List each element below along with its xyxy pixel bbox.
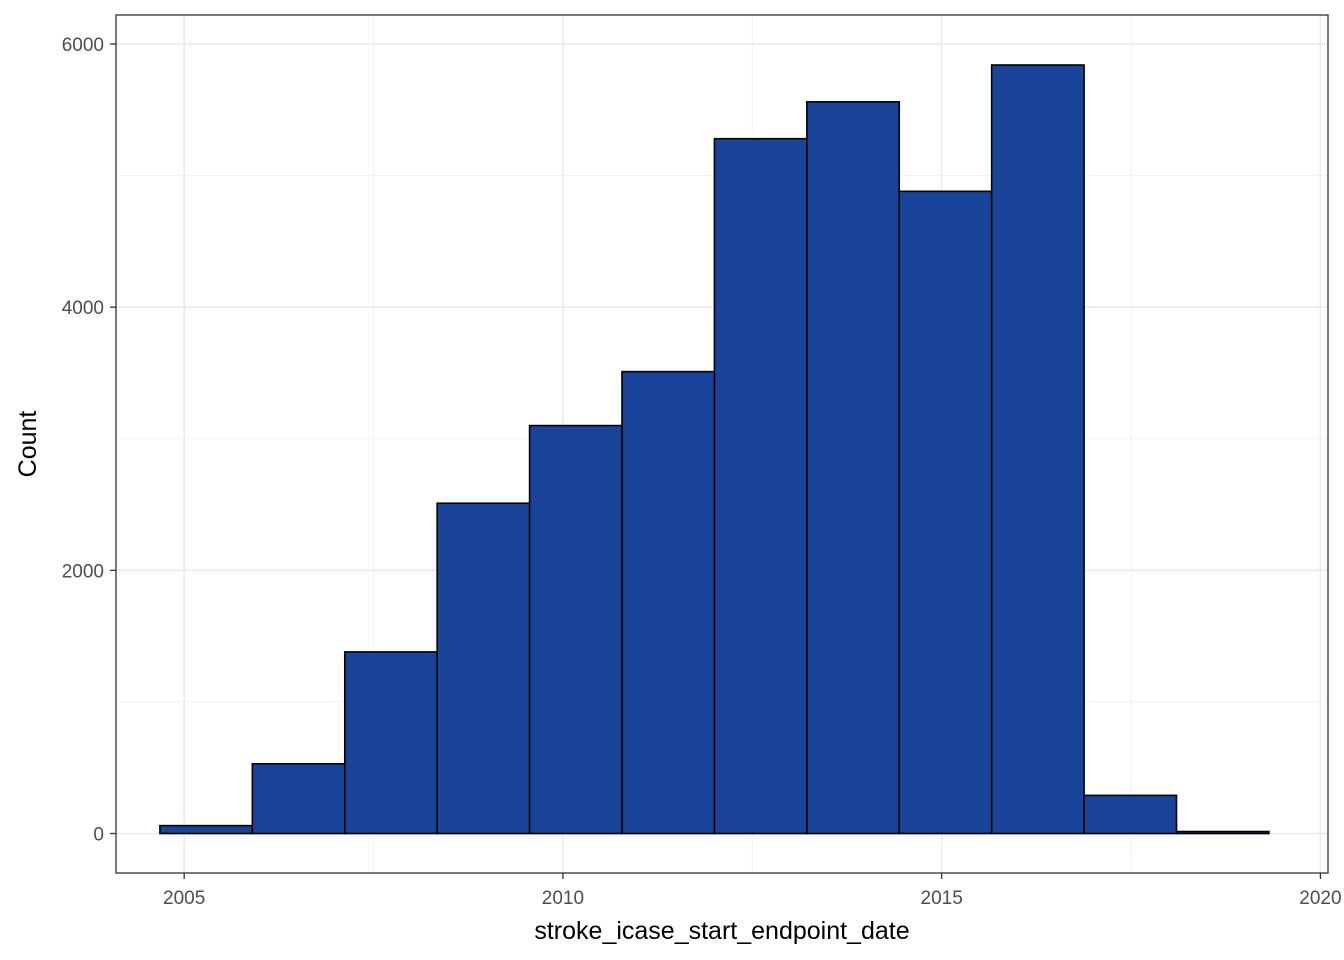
histogram-bar (898, 190, 993, 835)
y-tick-label: 2000 (62, 561, 104, 582)
histogram-bar (343, 651, 438, 835)
panel-border (115, 14, 1329, 874)
histogram-bars (159, 64, 1270, 835)
histogram-bar (806, 101, 901, 835)
histogram-bar (159, 824, 254, 835)
histogram-bar (1083, 794, 1178, 835)
histogram-bar (990, 64, 1085, 835)
histogram-bar (621, 370, 716, 835)
histogram-bar (251, 762, 346, 835)
y-axis-title: Count (14, 411, 42, 478)
x-tick-label: 2015 (921, 888, 963, 909)
x-tick-label: 2010 (542, 888, 584, 909)
y-tick-label: 4000 (62, 298, 104, 319)
histogram-bar (528, 424, 623, 835)
x-tick-label: 2005 (163, 888, 205, 909)
y-tick-label: 6000 (62, 35, 104, 56)
y-axis-ticks: 0 2000 4000 6000 (62, 35, 116, 846)
x-axis-title: stroke_icase_start_endpoint_date (534, 917, 909, 945)
x-tick-label: 2020 (1299, 888, 1341, 909)
x-axis-ticks: 2005 2010 2015 2020 (163, 873, 1342, 909)
histogram-bar (1175, 830, 1270, 835)
y-tick-label: 0 (93, 825, 104, 846)
histogram-bar (713, 137, 808, 835)
histogram-bar (436, 502, 531, 835)
